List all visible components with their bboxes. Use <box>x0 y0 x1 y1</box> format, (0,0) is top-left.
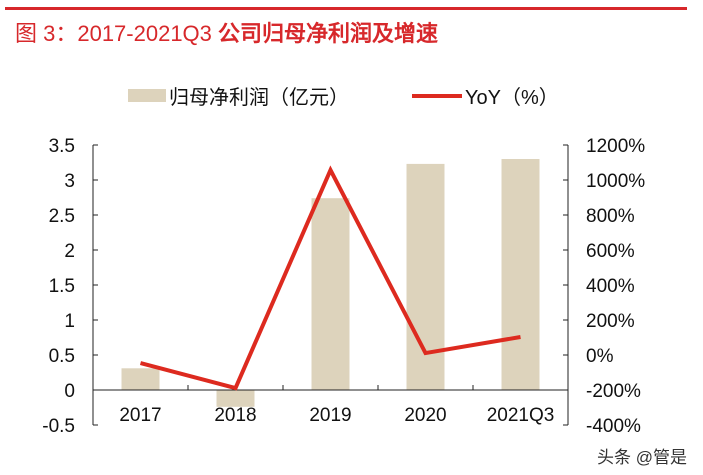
bar-2019 <box>311 198 350 390</box>
legend-bar-label: 归母净利润（亿元） <box>169 86 349 109</box>
right-tick-label: 1200% <box>586 136 645 157</box>
left-tick-label: 2.5 <box>49 206 75 227</box>
watermark: 头条 @管是 <box>597 448 687 467</box>
right-tick-label: 200% <box>586 311 635 332</box>
x-tick-label: 2020 <box>404 405 446 426</box>
legend-line-label: YoY（%） <box>465 86 559 109</box>
right-tick-label: -200% <box>586 381 641 402</box>
right-tick-label: 0% <box>586 346 614 367</box>
right-tick-label: 1000% <box>586 171 645 192</box>
left-tick-label: 1.5 <box>49 276 75 297</box>
left-tick-label: 3 <box>64 171 75 192</box>
x-tick-label: 2021Q3 <box>487 405 555 426</box>
figure-label: 图 3：2017-2021Q3 <box>15 21 219 46</box>
x-tick-label: 2019 <box>309 405 351 426</box>
legend-bar-swatch <box>128 89 166 102</box>
chart-title: 图 3：2017-2021Q3 公司归母净利润及增速 <box>15 16 438 48</box>
left-tick-label: 0.5 <box>49 346 75 367</box>
right-tick-label: 800% <box>586 206 635 227</box>
left-tick-label: 2 <box>64 241 75 262</box>
figure-title: 公司归母净利润及增速 <box>218 21 439 46</box>
left-tick-label: 0 <box>64 381 75 402</box>
right-tick-label: -400% <box>586 416 641 437</box>
left-tick-label: -0.5 <box>42 416 75 437</box>
right-tick-label: 400% <box>586 276 635 297</box>
bar-2021Q3 <box>501 159 540 390</box>
left-tick-label: 1 <box>64 311 75 332</box>
right-tick-label: 600% <box>586 241 635 262</box>
bar-2017 <box>121 368 160 390</box>
bar-2018 <box>216 390 255 407</box>
bar-2020 <box>406 163 445 390</box>
top-rule <box>5 7 687 10</box>
left-tick-label: 3.5 <box>49 136 75 157</box>
x-tick-label: 2018 <box>214 405 256 426</box>
x-tick-label: 2017 <box>119 405 161 426</box>
